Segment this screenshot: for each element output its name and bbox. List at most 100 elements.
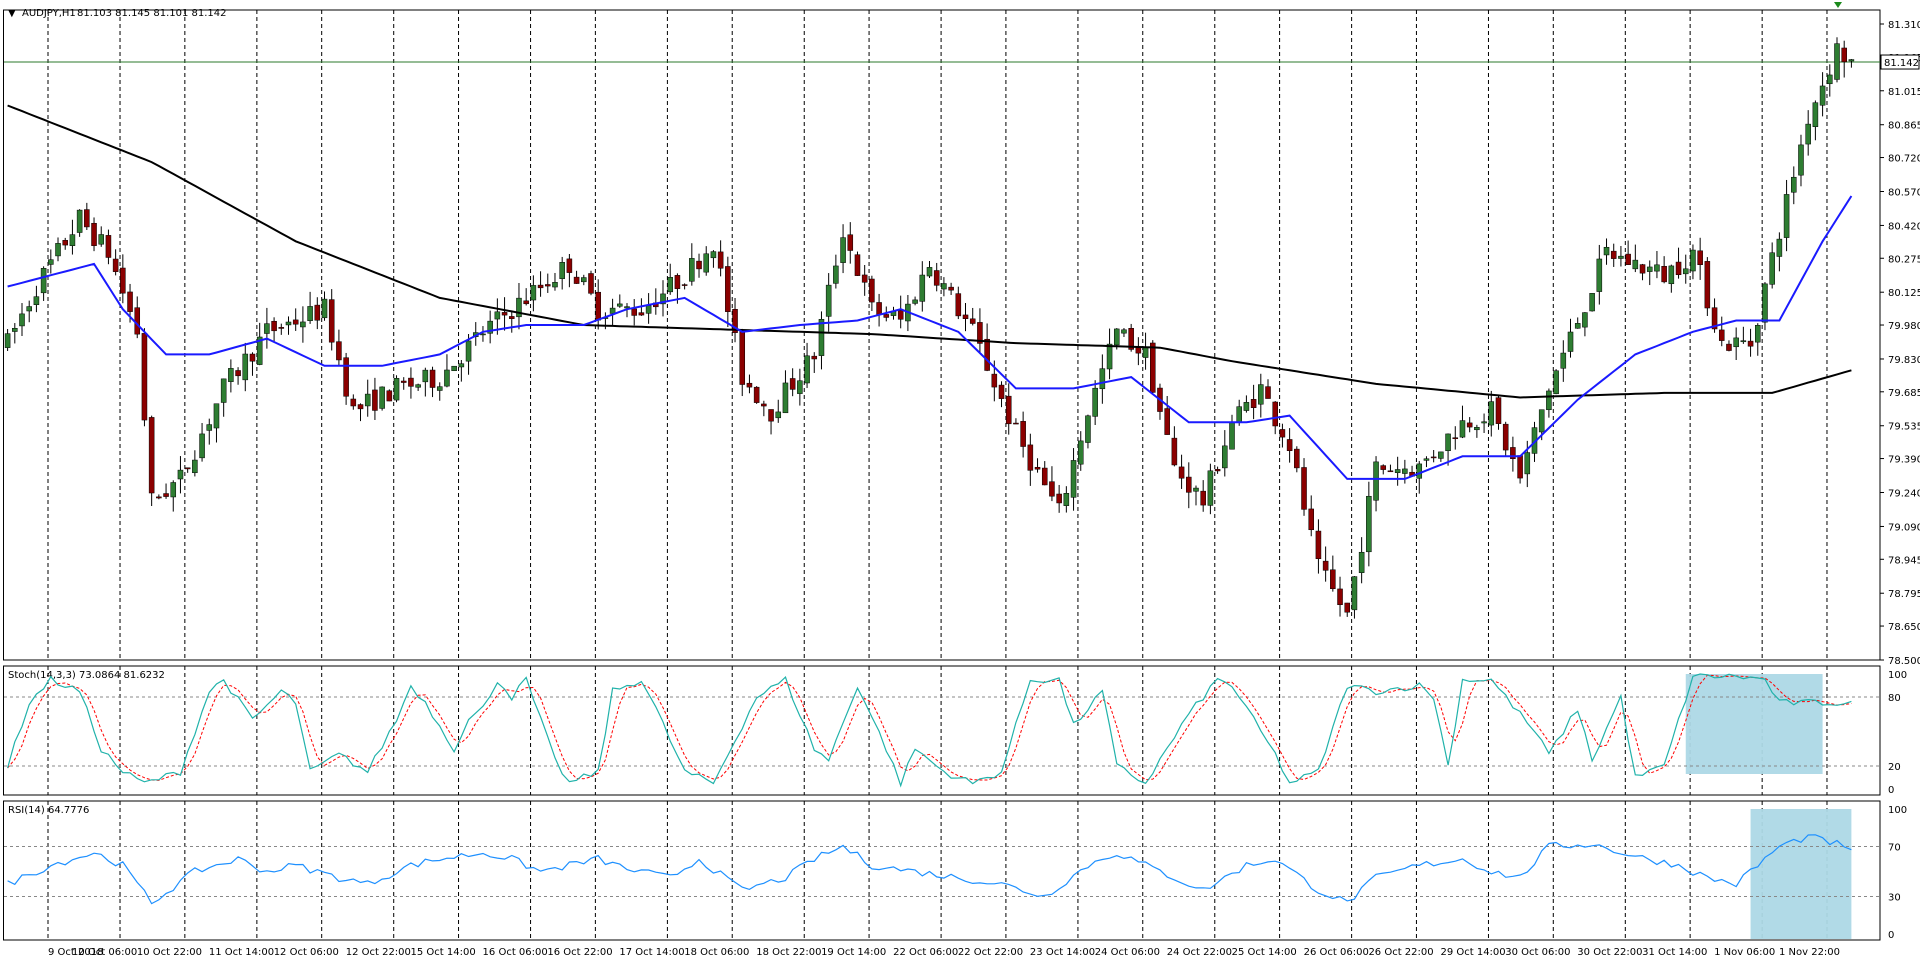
candle-body — [1056, 493, 1062, 504]
candle-body — [1798, 144, 1804, 176]
candle-body — [1344, 602, 1351, 613]
candle-body — [573, 276, 580, 284]
candle-body — [897, 310, 904, 320]
candle-body — [1502, 423, 1509, 451]
candle-body — [768, 409, 774, 422]
candle-body — [1394, 469, 1401, 473]
candle-body — [1207, 470, 1214, 506]
y-tick-label: 0 — [1888, 785, 1894, 796]
candle-body — [1466, 422, 1473, 428]
candle-body — [1121, 329, 1127, 334]
candle-body — [1510, 447, 1516, 459]
candle-body — [1474, 427, 1480, 431]
candle-body — [1848, 59, 1855, 62]
candle-body — [84, 209, 90, 228]
candle-body — [782, 382, 789, 414]
stoch-pane-frame — [3, 665, 1881, 796]
candle-body — [321, 298, 328, 319]
candle-body — [1034, 466, 1041, 470]
candle-body — [220, 378, 227, 403]
candle-body — [62, 240, 68, 246]
candle-body — [12, 327, 18, 332]
candle-body — [1020, 421, 1026, 447]
candle-body — [1142, 346, 1149, 358]
candle-body — [501, 312, 508, 316]
candle-body — [1747, 340, 1754, 347]
candle-body — [213, 403, 220, 429]
candle-body — [343, 357, 349, 397]
candle-body — [415, 384, 421, 388]
candle-body — [1445, 433, 1451, 452]
candle-body — [746, 382, 753, 388]
candle-body — [1243, 402, 1250, 411]
candle-body — [624, 306, 630, 309]
candle-body — [1013, 422, 1019, 425]
y-tick-label: 20 — [1888, 762, 1901, 773]
candle-body — [753, 386, 760, 403]
stochastic-pane[interactable]: Stoch(14,3,3) 73.0864 81.6232 — [4, 670, 1880, 788]
candle-body — [1265, 386, 1271, 399]
candle-body — [1423, 458, 1430, 461]
candle-body — [307, 306, 313, 321]
highlight-zone — [1750, 809, 1852, 939]
candle-body — [177, 469, 184, 480]
price-pane-frame — [3, 9, 1881, 661]
candle-body — [372, 389, 378, 411]
y-tick-label: 78.795 — [1888, 589, 1920, 600]
x-tick-label: 26 Oct 22:00 — [1368, 947, 1433, 958]
candle-body — [1567, 331, 1574, 352]
candle-body — [141, 333, 148, 421]
candle-body — [1740, 340, 1747, 343]
x-tick-label: 24 Oct 22:00 — [1167, 947, 1232, 958]
candle-body — [350, 398, 357, 407]
candle-body — [847, 234, 854, 251]
y-tick-label: 100 — [1888, 805, 1907, 816]
candle-body — [912, 299, 918, 304]
candle-body — [1049, 481, 1055, 497]
candle-body — [1582, 312, 1588, 328]
candle-body — [1682, 268, 1689, 275]
candle-body — [436, 386, 443, 391]
candle-body — [1646, 266, 1653, 272]
candle-body — [761, 403, 767, 407]
x-tick-label: 30 Oct 22:00 — [1577, 947, 1642, 958]
candle-body — [804, 355, 810, 384]
candle-body — [264, 323, 270, 334]
candle-body — [559, 262, 565, 279]
candle-body — [1229, 422, 1235, 450]
candle-body — [336, 341, 342, 361]
candle-body — [451, 365, 457, 372]
candle-body — [1762, 283, 1768, 323]
candle-body — [962, 314, 969, 319]
highlight-zone — [1685, 674, 1823, 774]
candle-body — [184, 467, 191, 470]
candle-body — [617, 303, 623, 307]
candle-body — [1416, 463, 1423, 479]
y-tick-label: 80.570 — [1888, 187, 1920, 198]
header-caret[interactable]: ▼ — [8, 8, 16, 19]
candle-body — [1171, 437, 1178, 466]
candle-body — [328, 299, 335, 343]
candle-body — [1315, 530, 1322, 560]
candle-body — [1711, 307, 1718, 330]
x-tick-label: 12 Oct 22:00 — [346, 947, 411, 958]
candle-body — [1063, 493, 1070, 506]
candle-body — [552, 282, 558, 288]
x-tick-label: 18 Oct 06:00 — [684, 947, 749, 958]
candle-body — [1150, 342, 1156, 393]
candle-body — [120, 267, 126, 294]
candle-body — [314, 304, 321, 321]
candle-body — [1092, 387, 1098, 417]
current-price-label: 81.142 — [1884, 58, 1919, 69]
y-tick-label: 80.720 — [1888, 154, 1920, 165]
candle-body — [494, 311, 501, 320]
candle-body — [1373, 461, 1379, 501]
y-tick-label: 78.500 — [1888, 656, 1920, 667]
rsi-line — [7, 834, 1852, 905]
candle-body — [811, 355, 818, 360]
rsi-pane[interactable]: RSI(14) 64.7776 — [4, 805, 1880, 939]
x-tick-label: 23 Oct 14:00 — [1030, 947, 1095, 958]
price-pane[interactable] — [4, 2, 1880, 619]
candle-body — [977, 322, 983, 344]
